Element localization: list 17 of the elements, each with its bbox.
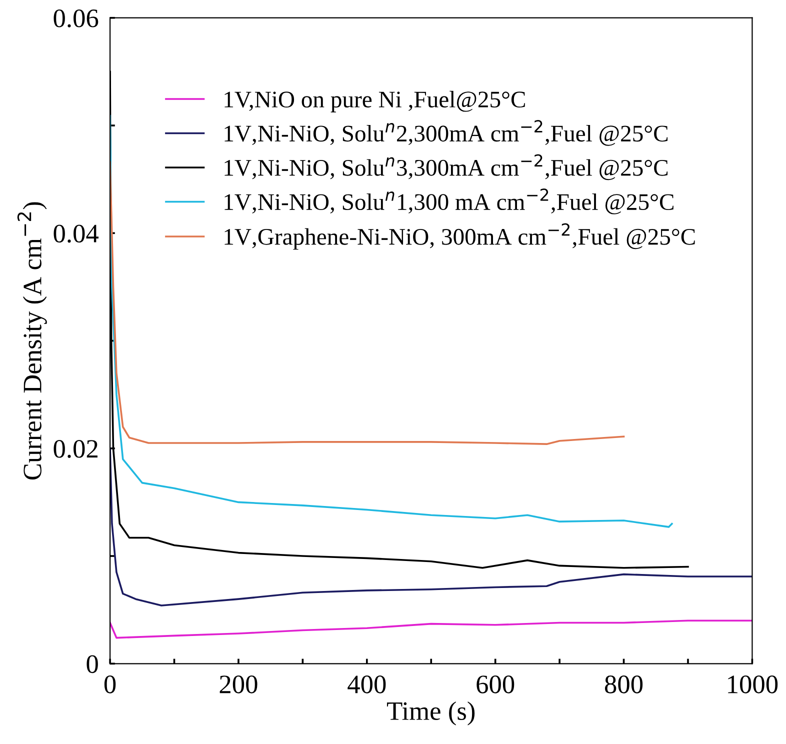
x-tick-label: 800 (604, 676, 643, 694)
x-tick-label: 200 (220, 676, 258, 694)
legend-label: 1V,NiO on pure Ni ,Fuel@25°C (224, 90, 525, 112)
y-tick-label: 0.02 (54, 440, 98, 458)
y-tick-label: 0.06 (54, 9, 98, 28)
y-tick-label: 0 (86, 655, 98, 674)
legend-label: 1V,Ni-NiO, Solu$^{n}$1,300 mA cm$^{−2}$,Fuel @25°C (224, 188, 674, 214)
legend-label: 1V,Ni-NiO, Solu$^{n}$2,300mA cm$^{−2}$,Fuel @25°C (224, 120, 668, 146)
legend-label: 1V,Graphene-Ni-NiO, 300mA cm$^{−2}$,Fuel @25°C (224, 223, 695, 250)
x-tick-label: 400 (348, 676, 386, 694)
y-axis-title: Current Density (A cm$^{−2}$) (17, 202, 47, 480)
x-tick-label: 0 (104, 676, 116, 694)
legend-label: 1V,Ni-NiO, Solu$^{n}$3,300mA cm$^{−2}$,Fuel @25°C (224, 154, 668, 180)
y-tick-label: 0.04 (54, 224, 99, 243)
x-tick-label: 600 (476, 676, 514, 694)
x-axis-title: Time (s) (386, 701, 475, 726)
x-tick-label: 1000 (728, 676, 778, 694)
